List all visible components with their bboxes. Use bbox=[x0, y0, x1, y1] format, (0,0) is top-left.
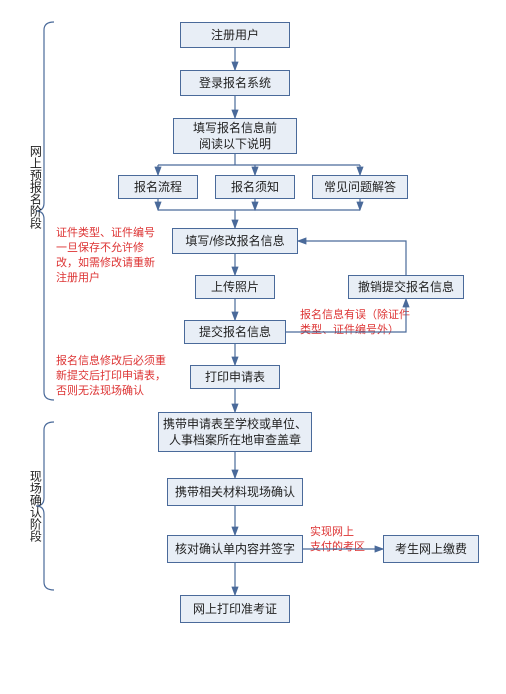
phase-label-phase1: 网上预报名阶段 bbox=[28, 145, 42, 229]
flow-node-n4b: 报名须知 bbox=[215, 175, 295, 199]
flow-node-n8: 打印申请表 bbox=[190, 365, 280, 389]
flow-node-n11: 核对确认单内容并签字 bbox=[167, 535, 303, 563]
flow-node-n5: 填写/修改报名信息 bbox=[172, 228, 298, 254]
flow-node-n9: 携带申请表至学校或单位、人事档案所在地审查盖章 bbox=[158, 412, 312, 452]
flow-node-n11r: 考生网上缴费 bbox=[383, 535, 479, 563]
flowchart-canvas: 注册用户登录报名系统填写报名信息前阅读以下说明报名流程报名须知常见问题解答填写/… bbox=[0, 0, 506, 694]
phase-label-phase2: 现场确认阶段 bbox=[28, 470, 42, 542]
note-note2: 报名信息有误（除证件类型、证件编号外） bbox=[300, 308, 444, 338]
flow-node-n2: 登录报名系统 bbox=[180, 70, 290, 96]
note-note3: 报名信息修改后必须重新提交后打印申请表，否则无法现场确认 bbox=[56, 354, 184, 399]
flow-node-n10: 携带相关材料现场确认 bbox=[167, 478, 303, 506]
flow-node-n1: 注册用户 bbox=[180, 22, 290, 48]
note-note1: 证件类型、证件编号一旦保存不允许修改，如需修改请重新注册用户 bbox=[56, 226, 168, 285]
flow-node-n4c: 常见问题解答 bbox=[312, 175, 408, 199]
flow-node-n7: 提交报名信息 bbox=[184, 320, 286, 344]
flow-node-n3: 填写报名信息前阅读以下说明 bbox=[173, 118, 297, 154]
flow-node-n6: 上传照片 bbox=[195, 275, 275, 299]
flow-node-n12: 网上打印准考证 bbox=[180, 595, 290, 623]
arrows-layer bbox=[0, 0, 506, 694]
flow-node-n5r: 撤销提交报名信息 bbox=[348, 275, 464, 299]
note-note4: 实现网上支付的考区 bbox=[310, 525, 380, 555]
flow-node-n4a: 报名流程 bbox=[118, 175, 198, 199]
